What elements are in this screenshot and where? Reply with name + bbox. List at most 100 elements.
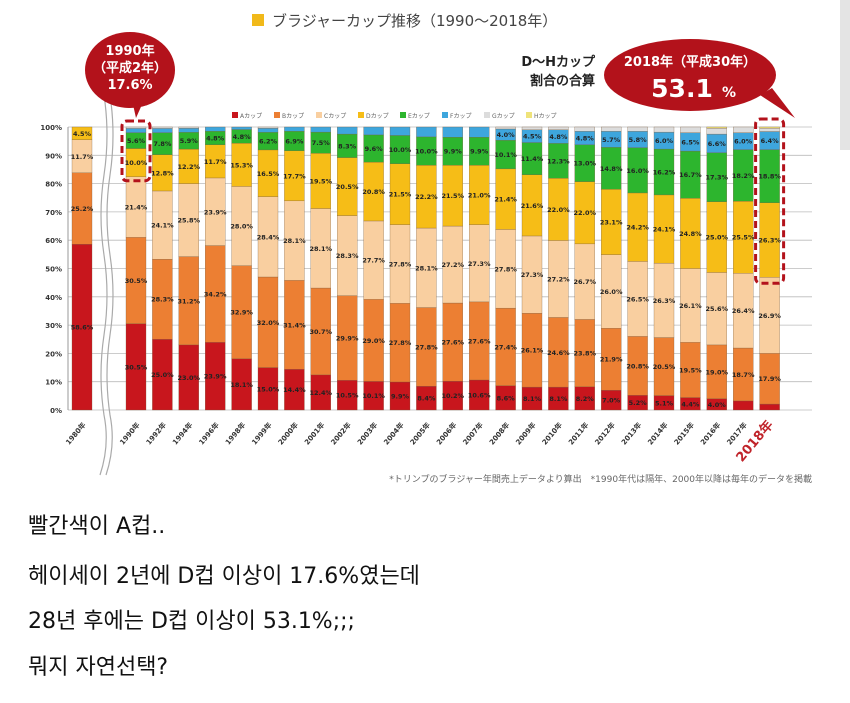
legend-swatch: [484, 112, 490, 118]
x-tick-label: 2010年: [540, 421, 564, 447]
data-label: 10.6%: [468, 392, 491, 400]
data-label: 17.9%: [758, 375, 781, 383]
data-label: 31.4%: [283, 321, 306, 329]
post-line-1: 빨간색이 A컵..: [28, 514, 166, 539]
y-tick-label: 50%: [45, 266, 62, 274]
bar-segment: [680, 126, 701, 133]
data-label: 24.6%: [547, 349, 570, 357]
bar-segment: [125, 126, 147, 129]
bar-segment: [71, 126, 93, 140]
bar-segment: [653, 126, 675, 133]
data-label: 27.3%: [521, 271, 544, 279]
data-label: 21.4%: [494, 196, 517, 204]
data-label: 26.4%: [732, 307, 755, 315]
data-label: 24.2%: [626, 224, 649, 232]
data-label: 13.0%: [574, 160, 597, 168]
bar-segment: [389, 126, 411, 136]
data-label: 58.6%: [71, 324, 94, 332]
x-tick-label: 2014年: [646, 421, 670, 447]
data-label: 6.5%: [681, 138, 700, 146]
bar-segment: [759, 126, 780, 129]
bar-segment: [337, 126, 358, 135]
y-tick-label: 30%: [45, 322, 62, 330]
data-label: 5.1%: [655, 399, 674, 407]
data-label: 23.9%: [204, 208, 227, 216]
x-tick-label: 2013年: [619, 421, 643, 447]
scrollbar[interactable]: [840, 0, 850, 150]
data-label: 23.8%: [574, 350, 597, 358]
x-tick-label: 1999年: [250, 421, 274, 447]
data-label: 5.6%: [127, 137, 146, 145]
data-label: 25.6%: [706, 305, 729, 313]
y-tick-label: 60%: [45, 237, 62, 245]
data-label: 23.1%: [600, 218, 623, 226]
data-label: 28.3%: [151, 296, 174, 304]
data-label: 26.1%: [521, 347, 544, 355]
data-label: 16.7%: [679, 171, 702, 179]
data-label: 4.8%: [549, 133, 568, 141]
y-tick-label: 40%: [45, 294, 62, 302]
data-label: 21.5%: [442, 192, 465, 200]
data-label: 26.5%: [626, 295, 649, 303]
data-label: 21.0%: [468, 191, 491, 199]
data-label: 27.3%: [468, 260, 491, 268]
data-label: 28.0%: [230, 223, 253, 231]
bubble-tail: [760, 88, 795, 118]
data-label: 4.5%: [523, 133, 542, 141]
y-tick-label: 20%: [45, 350, 62, 358]
bar-segment: [257, 126, 279, 129]
data-label: 14.4%: [283, 386, 306, 394]
data-label: 27.7%: [362, 257, 385, 265]
data-label: 11.4%: [521, 155, 544, 163]
data-label: 27.8%: [389, 339, 412, 347]
data-label: 10.1%: [362, 392, 385, 400]
data-label: 26.0%: [600, 288, 623, 296]
data-label: 27.6%: [468, 337, 491, 345]
data-label: 4.8%: [233, 133, 252, 141]
data-label: 10.0%: [125, 159, 148, 167]
data-label: 18.1%: [230, 381, 253, 389]
data-label: 9.9%: [470, 148, 489, 156]
left-bubble-text: 17.6%: [107, 78, 152, 93]
data-label: 22.2%: [415, 193, 438, 201]
legend-label: Dカップ: [366, 113, 389, 120]
x-tick-label: 1992年: [144, 421, 168, 447]
data-label: 28.1%: [415, 264, 438, 272]
data-label: 21.4%: [125, 204, 148, 212]
data-label: 4.5%: [73, 130, 92, 138]
data-label: 21.6%: [521, 202, 544, 210]
legend-swatch: [316, 112, 322, 118]
right-bubble-value: 53.1: [651, 74, 713, 103]
bar-segment: [125, 128, 147, 133]
data-label: 16.2%: [653, 168, 676, 176]
bar-segment: [759, 403, 780, 411]
x-tick-label: 2009年: [514, 421, 538, 447]
data-label: 23.0%: [178, 374, 201, 382]
data-label: 20.5%: [653, 363, 676, 371]
x-tick-label: 2016年: [698, 421, 722, 447]
data-label: 26.3%: [653, 297, 676, 305]
chart-title: ブラジャーカップ推移（1990〜2018年）: [272, 12, 557, 30]
x-tick-label: 1994年: [170, 421, 194, 447]
data-label: 31.2%: [178, 297, 201, 305]
legend-label: Aカップ: [240, 113, 262, 120]
data-label: 26.7%: [574, 278, 597, 286]
post-line-3: 28년 후에는 D컵 이상이 53.1%;;;: [28, 609, 355, 634]
data-label: 18.8%: [758, 173, 781, 181]
legend-swatch: [358, 112, 364, 118]
right-bubble-unit: %: [722, 85, 736, 101]
data-label: 29.9%: [336, 334, 359, 342]
bar-segment: [363, 126, 384, 136]
title-marker: [252, 14, 264, 26]
data-label: 25.2%: [71, 205, 94, 213]
bar-segment: [152, 128, 173, 133]
bar-segment: [759, 127, 780, 132]
y-tick-label: 70%: [45, 209, 62, 217]
bar-segment: [152, 126, 173, 129]
data-label: 26.1%: [679, 302, 702, 310]
data-label: 20.8%: [626, 362, 649, 370]
data-label: 6.0%: [734, 138, 753, 146]
data-label: 25.5%: [732, 234, 755, 242]
x-tick-label: 1980年: [64, 421, 88, 447]
data-label: 27.8%: [415, 343, 438, 351]
